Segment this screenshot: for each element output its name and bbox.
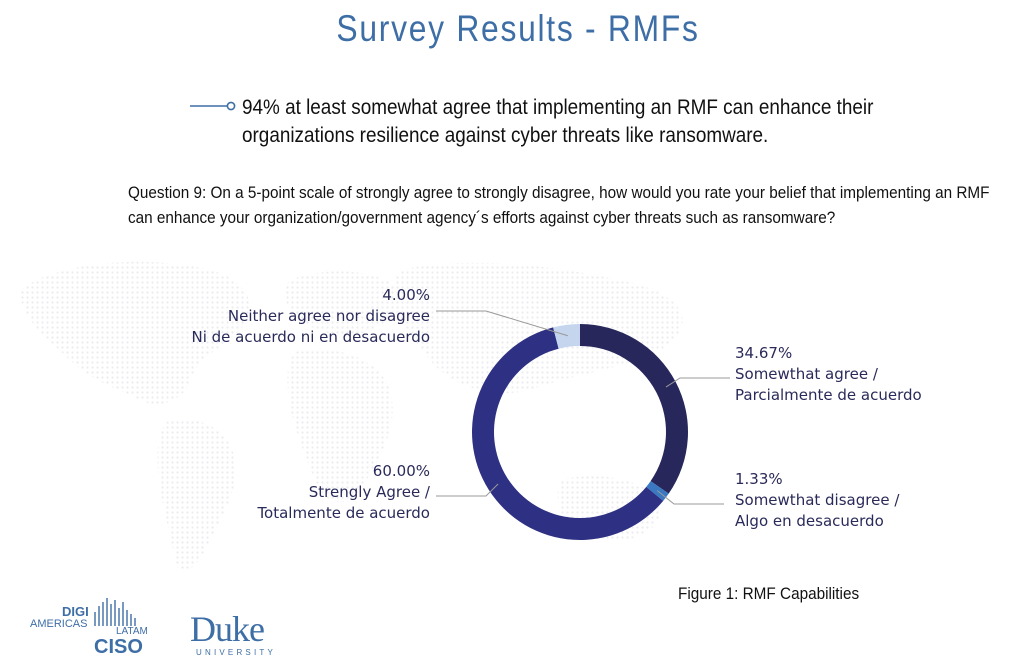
slice-label-line2-1: Algo en desacuerdo: [735, 512, 884, 530]
slice-label-line1-1: Somewthat disagree /: [735, 491, 900, 509]
key-finding-text: 94% at least somewhat agree that impleme…: [242, 96, 874, 147]
slice-label-line1-2: Strengly Agree /: [309, 483, 431, 501]
slice-label-line2-0: Parcialmente de acuerdo: [735, 386, 922, 404]
donut-slice-3: [553, 324, 580, 349]
survey-question: Question 9: On a 5-point scale of strong…: [128, 183, 990, 227]
leader-line-3: [436, 310, 568, 337]
page-title: Survey Results - RMFs: [336, 8, 700, 49]
slice-percent-label-0: 34.67%: [735, 344, 792, 362]
leader-line-0: [665, 377, 730, 388]
slice-label-line2-3: Ni de acuerdo ni en desacuerdo: [191, 328, 430, 346]
logo-latam: LATAM: [116, 626, 148, 637]
digi-americas-ciso-logo: DIGI AMERICAS LATAM CISO: [30, 596, 160, 662]
logo-americas: AMERICAS: [30, 618, 88, 630]
logo-duke: Duke: [190, 609, 265, 649]
logo-ciso: CISO: [94, 636, 143, 658]
slice-label-line1-3: Neither agree nor disagree: [228, 307, 430, 325]
logo-digi: DIGI: [62, 604, 89, 619]
duke-university-logo: Duke UNIVERSITY: [190, 608, 300, 664]
slice-label-line1-0: Somewthat agree /: [735, 365, 879, 383]
world-map-background: [20, 261, 683, 571]
logo-university: UNIVERSITY: [196, 648, 277, 657]
donut-slice-2: [472, 327, 664, 540]
slice-percent-label-3: 4.00%: [382, 286, 430, 304]
slice-percent-label-1: 1.33%: [735, 470, 783, 488]
leader-line-1: [656, 490, 724, 505]
figure-caption: Figure 1: RMF Capabilities: [678, 584, 860, 603]
leader-line-2: [436, 483, 499, 497]
slice-label-line2-2: Totalmente de acuerdo: [256, 504, 430, 522]
line-circle-bullet-icon: [190, 101, 236, 111]
donut-slice-0: [580, 324, 688, 494]
slice-percent-label-2: 60.00%: [373, 462, 430, 480]
